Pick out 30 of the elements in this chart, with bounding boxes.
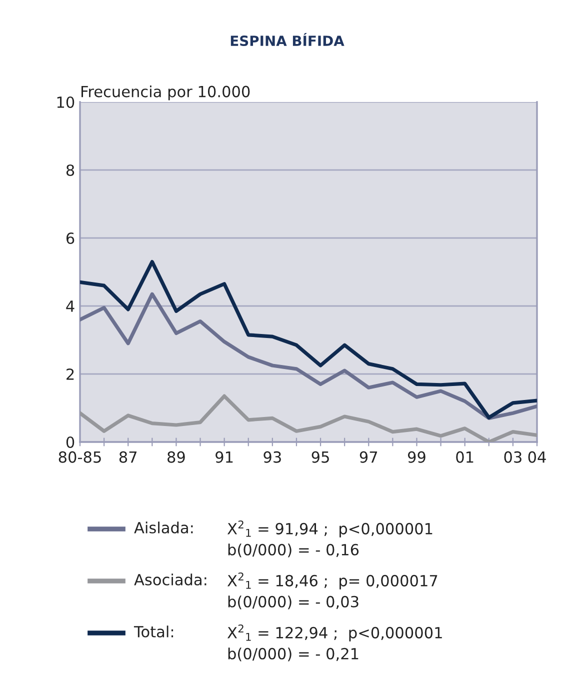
- legend-label: Total:: [134, 626, 174, 638]
- y-tick-label: 0: [66, 436, 74, 448]
- x-tick-label: 80-85: [58, 451, 101, 463]
- x-tick-label: 04: [528, 451, 546, 463]
- x-tick-label: 99: [408, 451, 426, 463]
- x-tick-label: 91: [216, 451, 233, 463]
- text: X$^{2}$$_{1}$ = 91,94 ; p<0,000001: [227, 520, 432, 538]
- y-tick-label: 8: [66, 164, 74, 176]
- x-tick-label: 93: [264, 451, 281, 463]
- text: X$^{2}$$_{1}$ = 122,94 ; p<0,000001: [227, 624, 442, 642]
- x-tick-label: 01: [456, 451, 474, 463]
- line-series: [80, 292, 537, 420]
- x-tick-label: 95: [312, 451, 329, 463]
- y-axis-title: Frecuencia por 10.000: [82, 86, 250, 100]
- x-tick-label: 89: [168, 451, 185, 463]
- text: b(0/000) = - 0,21: [228, 648, 358, 662]
- text: b(0/000) = - 0,03: [228, 596, 358, 610]
- y-tick-label: 6: [66, 232, 74, 244]
- chart-title: ESPINA BÍFIDA: [230, 32, 344, 46]
- x-tick-label: 97: [360, 451, 378, 463]
- legend-label: Asociada:: [134, 574, 206, 586]
- y-tick-label: 4: [66, 300, 74, 312]
- text: b(0/000) = - 0,16: [228, 544, 359, 558]
- line-series: [80, 260, 537, 420]
- legend-label: Aislada:: [134, 522, 193, 534]
- y-tick-label: 10: [57, 96, 74, 108]
- x-tick-label: 87: [119, 451, 137, 463]
- y-tick-label: 2: [66, 368, 74, 380]
- text: X$^{2}$$_{1}$ = 18,46 ; p= 0,000017: [227, 572, 438, 590]
- x-tick-label: 03: [504, 451, 522, 463]
